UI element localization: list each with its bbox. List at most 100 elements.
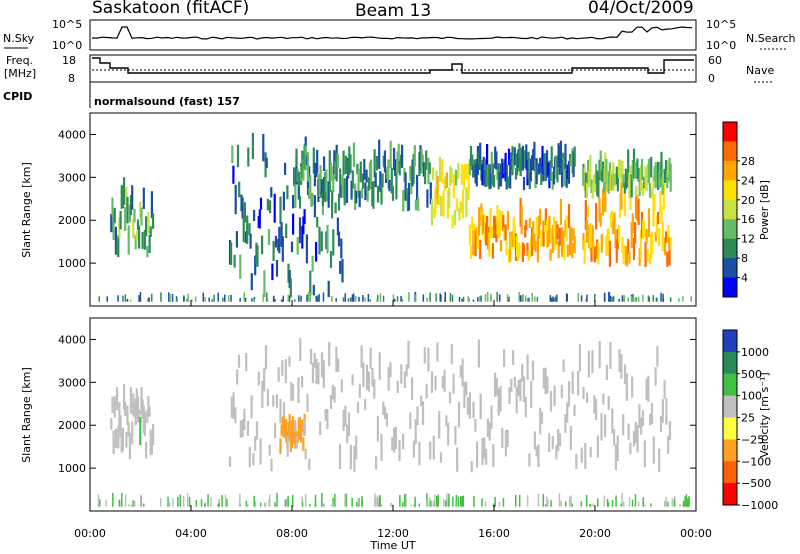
power-cell <box>315 295 317 302</box>
velocity-cell <box>304 494 307 507</box>
velocity-cell <box>426 500 428 507</box>
power-cell <box>319 165 322 186</box>
power-cell <box>667 225 670 243</box>
velocity-cell <box>110 418 113 430</box>
power-cell <box>565 215 568 242</box>
power-colorbar: 4 8 12 16 20 24 28 <box>722 121 755 298</box>
velocity-cell <box>484 501 487 507</box>
power-cell <box>489 164 492 189</box>
velocity-cell <box>568 496 571 507</box>
power-cell <box>280 222 283 247</box>
power-cell <box>270 187 273 198</box>
power-cell <box>262 133 265 162</box>
power-cell <box>455 169 458 186</box>
power-cell <box>379 171 382 192</box>
noise-search-label: N.Search <box>746 32 796 45</box>
power-cell <box>253 209 256 221</box>
velocity-cell <box>512 350 515 365</box>
power-cell <box>547 163 550 176</box>
power-cell <box>559 198 562 225</box>
power-cell <box>317 295 319 302</box>
velocity-cell <box>432 435 435 460</box>
power-cell <box>127 225 130 255</box>
velocity-cell <box>443 369 446 392</box>
power-cell <box>272 241 275 261</box>
power-cell <box>480 295 482 302</box>
velocity-cell <box>331 501 334 507</box>
velocity-cell <box>347 412 351 437</box>
velocity-cell <box>282 415 285 438</box>
velocity-cell <box>439 452 443 463</box>
power-cell <box>251 298 253 302</box>
power-cell <box>577 293 579 302</box>
velocity-cell <box>412 440 415 458</box>
power-cell <box>339 168 342 196</box>
power-cell <box>266 298 269 302</box>
power-cell <box>503 159 506 174</box>
power-cell <box>334 202 337 214</box>
power-cell <box>328 179 331 192</box>
power-cell <box>187 293 189 302</box>
power-cell <box>332 229 335 256</box>
velocity-cell <box>652 436 655 464</box>
velocity-cell <box>400 364 403 384</box>
velocity-cell <box>553 385 556 407</box>
power-cell <box>622 174 625 188</box>
power-cell <box>312 147 315 174</box>
velocity-cell <box>259 502 262 507</box>
power-cell <box>390 167 393 194</box>
velocity-cell <box>345 493 348 507</box>
power-cell <box>665 159 668 180</box>
velocity-cell <box>195 500 198 507</box>
power-cell <box>499 294 501 302</box>
power-cell <box>440 196 443 217</box>
velocity-cell <box>623 364 627 384</box>
power-cell <box>331 295 333 302</box>
power-cell <box>453 209 456 226</box>
power-cell <box>611 296 613 302</box>
velocity-cell <box>457 496 460 507</box>
power-cell <box>224 294 226 302</box>
velocity-cell <box>111 396 114 414</box>
power-cell <box>414 294 417 302</box>
colorbar-tick-label: 1000 <box>741 346 769 359</box>
velocity-cell <box>513 376 516 388</box>
power-cell <box>472 229 475 256</box>
velocity-cell <box>237 354 241 368</box>
power-cell <box>401 144 404 168</box>
velocity-cell <box>263 367 266 392</box>
velocity-cell <box>380 433 383 461</box>
power-cell <box>416 174 419 200</box>
power-cell <box>540 173 543 185</box>
velocity-cell <box>645 378 648 401</box>
power-cell <box>521 145 524 171</box>
velocity-cell <box>374 499 376 507</box>
velocity-cell <box>126 405 129 426</box>
velocity-cell <box>277 367 280 382</box>
power-cell <box>211 299 213 302</box>
power-cell <box>658 172 661 189</box>
power-cell <box>341 258 344 283</box>
colorbar-swatch <box>723 483 737 506</box>
power-cell <box>669 297 672 302</box>
power-cell <box>120 185 123 209</box>
power-cell <box>520 147 523 171</box>
velocity-cell <box>320 352 324 378</box>
velocity-cell <box>128 503 130 507</box>
power-cell <box>600 234 603 253</box>
power-cell <box>289 278 292 298</box>
power-cell <box>236 144 240 168</box>
velocity-cell <box>105 499 107 507</box>
velocity-cell <box>324 409 327 421</box>
power-cell <box>410 169 413 195</box>
velocity-cell <box>411 377 414 400</box>
power-cell <box>509 159 512 189</box>
velocity-cell <box>531 360 535 381</box>
power-cell <box>133 209 136 223</box>
power-cell <box>451 214 454 229</box>
power-cell <box>437 194 440 205</box>
power-cell <box>222 297 224 302</box>
power-cell <box>648 183 652 198</box>
velocity-cell <box>456 447 459 472</box>
velocity-cell <box>545 504 547 507</box>
